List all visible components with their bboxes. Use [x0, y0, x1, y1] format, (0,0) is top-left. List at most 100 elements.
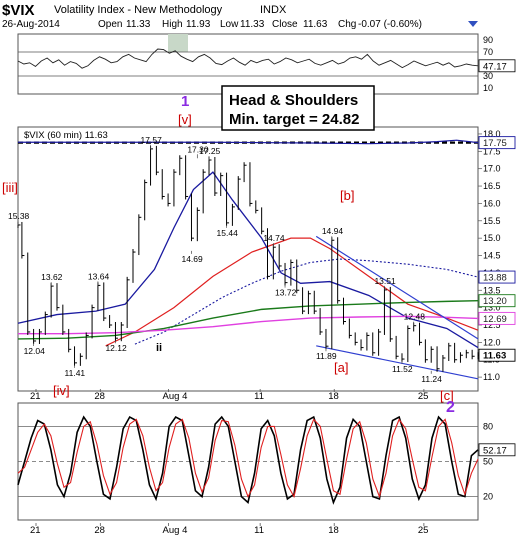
- x-tick-label: 11: [254, 525, 264, 536]
- x-tick-label: Aug 4: [163, 525, 188, 536]
- axis-value-box: [478, 311, 516, 325]
- x-tick-label: Aug 4: [163, 391, 188, 402]
- price-label: 13.62: [41, 272, 63, 282]
- price-tick-label: 11.0: [483, 372, 500, 382]
- rsi-panel: 907050301047.17: [17, 34, 516, 93]
- x-tick-label: 18: [328, 391, 339, 402]
- x-tick-label: 21: [30, 525, 41, 536]
- high-value: 11.93: [186, 19, 211, 30]
- price-label: 11.89: [316, 351, 337, 361]
- price-label: 12.12: [105, 343, 127, 353]
- price-label: 15.44: [217, 228, 239, 238]
- axis-value-label: 13.20: [483, 296, 507, 307]
- price-tick-label: 15.0: [483, 233, 501, 243]
- wave-b-label: [b]: [340, 188, 354, 203]
- price-label: 11.41: [65, 368, 86, 378]
- x-tick-label: 11: [254, 391, 264, 402]
- index-name: Volatility Index - New Methodology: [54, 4, 223, 16]
- price-tick-label: 13.0: [483, 303, 501, 313]
- wave-v-label: [v]: [178, 112, 192, 127]
- stoch-last-value: 52.17: [483, 445, 507, 456]
- close-value: 11.63: [303, 19, 328, 30]
- long-ma-line: [18, 139, 479, 145]
- price-label: 17.25: [199, 146, 221, 156]
- stoch-tick-label: 20: [483, 492, 493, 502]
- exchange-label: INDX: [260, 4, 287, 16]
- price-label: 13.72: [275, 288, 297, 298]
- x-tick-label: 21: [30, 391, 41, 402]
- x-tick-label: 25: [418, 391, 429, 402]
- price-tick-label: 12.0: [483, 337, 501, 347]
- axis-value-label: 12.69: [483, 314, 507, 325]
- rsi-tick-label: 10: [483, 83, 493, 93]
- wave-c-label: [c]: [440, 388, 454, 403]
- wave-iv-label: [iv]: [53, 383, 70, 398]
- chart-header: $VIX Volatility Index - New Methodology …: [2, 2, 478, 30]
- price-tick-label: 12.5: [483, 320, 501, 330]
- wave-a-label: [a]: [334, 360, 348, 375]
- x-tick-label: 28: [94, 525, 105, 536]
- stoch-tick-label: 80: [483, 421, 493, 431]
- price-label: 11.52: [392, 364, 413, 374]
- close-label: Close: [272, 19, 298, 30]
- low-value: 11.33: [240, 19, 265, 30]
- x-tick-label: 18: [328, 525, 339, 536]
- stoch-tick-label: 50: [483, 457, 493, 467]
- price-tick-label: 14.5: [483, 251, 501, 261]
- rsi-last-value: 47.17: [483, 61, 507, 72]
- price-label: 15.38: [8, 211, 30, 221]
- open-value: 11.33: [126, 19, 151, 30]
- dropdown-triangle-icon[interactable]: [468, 21, 478, 27]
- price-label: 14.69: [181, 254, 203, 264]
- head-shoulders-target: Min. target = 24.82: [229, 111, 359, 128]
- stochastic-panel: 80 50 20 52.17: [17, 415, 516, 505]
- rsi-line: [17, 48, 479, 69]
- axis-value-box: [478, 348, 516, 362]
- rsi-tick-label: 30: [483, 71, 493, 81]
- axis-value-label: 11.63: [483, 351, 506, 362]
- price-label: 14.94: [322, 226, 344, 236]
- wave-ii-label: ii: [156, 342, 162, 354]
- stoch-slow-line: [17, 418, 479, 499]
- price-tick-label: 16.5: [483, 181, 501, 191]
- x-tick-label: 25: [418, 525, 429, 536]
- symbol-title: $VIX: [2, 2, 35, 19]
- magenta-ma-line: [18, 315, 479, 335]
- low-label: Low: [220, 19, 239, 30]
- price-x-axis: 21 28 Aug 4 11 18 25: [30, 389, 428, 402]
- price-label: 12.04: [24, 346, 46, 356]
- price-label: 17.57: [141, 135, 163, 145]
- price-tick-label: 16.0: [483, 198, 501, 208]
- price-panel-title: $VIX (60 min) 11.63: [24, 130, 108, 141]
- price-tick-label: 17.5: [483, 146, 501, 156]
- price-tick-label: 17.0: [483, 164, 501, 174]
- stoch-fast-line: [17, 415, 479, 505]
- rsi-tick-label: 90: [483, 35, 493, 45]
- price-label: 14.74: [263, 233, 285, 243]
- price-label: 13.64: [88, 271, 110, 281]
- price-label: 13.51: [374, 276, 396, 286]
- channel-upper-line: [315, 235, 479, 340]
- chg-value: -0.07 (-0.60%): [358, 19, 422, 30]
- high-label: High: [162, 19, 183, 30]
- annotation-layer: Head & Shoulders Min. target = 24.82 1 […: [2, 85, 455, 416]
- price-panel: 18.017.517.016.516.015.515.014.514.013.5…: [8, 129, 516, 384]
- price-tick-label: 15.5: [483, 216, 501, 226]
- head-shoulders-title: Head & Shoulders: [229, 92, 358, 109]
- price-tick-label: 13.5: [483, 285, 501, 295]
- rsi-tick-label: 70: [483, 47, 493, 57]
- open-label: Open: [98, 19, 122, 30]
- stoch-last-value-box: [478, 443, 516, 457]
- axis-value-box: [478, 136, 516, 150]
- price-tick-label: 18.0: [483, 129, 501, 139]
- wave-1-label: 1: [181, 93, 189, 110]
- axis-value-box: [478, 294, 516, 308]
- axis-value-label: 17.75: [483, 138, 507, 149]
- axis-value-box: [478, 270, 516, 284]
- date-label: 26-Aug-2014: [2, 19, 60, 30]
- price-label: 12.48: [404, 312, 426, 322]
- rsi-last-value-box: [478, 59, 516, 73]
- rsi-overbought-shade: [168, 34, 188, 52]
- wave-2-label: 2: [446, 399, 455, 416]
